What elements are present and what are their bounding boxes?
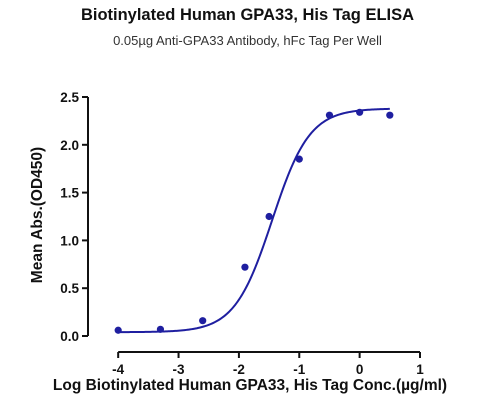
data-point (265, 212, 273, 221)
fit-curve (118, 107, 390, 334)
x-axis-title: Log Biotinylated Human GPA33, His Tag Co… (53, 377, 447, 394)
x-tick-label: 0 (356, 362, 364, 377)
data-point (325, 111, 334, 119)
data-point (114, 326, 122, 334)
y-tick-label: 1.0 (60, 233, 79, 248)
chart-marks (114, 107, 394, 334)
data-point (356, 108, 364, 116)
data-point (241, 263, 249, 271)
x-tick-label: -3 (173, 362, 185, 377)
axes: 0.0 0.5 1.0 1.5 2.0 2.5 -4 -3 -2 -1 0 1 (60, 90, 424, 377)
y-axis-title: Mean Abs.(OD450) (29, 147, 46, 283)
y-tick-label: 1.5 (60, 186, 79, 201)
x-tick-label: -1 (293, 362, 305, 377)
x-tick-label: -2 (233, 362, 245, 377)
data-point (386, 111, 394, 119)
data-point (156, 325, 165, 333)
y-tick-label: 0.5 (60, 281, 79, 296)
data-point (199, 317, 207, 325)
chart-subtitle: 0.05µg Anti-GPA33 Antibody, hFc Tag Per … (113, 33, 382, 48)
y-tick-label: 2.0 (60, 138, 79, 153)
x-tick-label: -4 (112, 362, 124, 377)
x-tick-label: 1 (416, 362, 424, 377)
data-point (295, 155, 303, 163)
chart-title: Biotinylated Human GPA33, His Tag ELISA (80, 6, 415, 24)
y-tick-label: 2.5 (60, 90, 79, 105)
y-tick-label: 0.0 (60, 329, 79, 344)
